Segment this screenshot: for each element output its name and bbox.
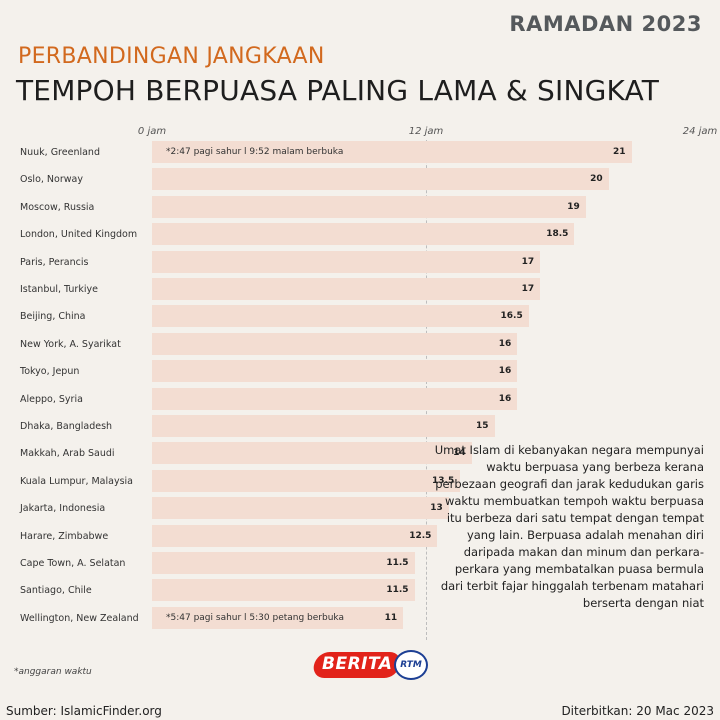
bar <box>152 524 438 547</box>
category-label: Aleppo, Syria <box>20 393 83 405</box>
bar-value-label: 11.5 <box>386 558 409 568</box>
rtm-badge-icon: RTM <box>394 650 428 680</box>
bar <box>152 223 575 246</box>
bar <box>152 332 518 355</box>
kicker-title: PERBANDINGAN JANGKAAN <box>18 44 325 69</box>
bar-annotation: *2:47 pagi sahur l 9:52 malam berbuka <box>166 147 344 157</box>
bar <box>152 305 529 328</box>
bar-value-label: 11 <box>384 612 398 623</box>
category-label: Cape Town, A. Selatan <box>20 558 126 569</box>
bar <box>152 552 415 574</box>
bar-value-label: 19 <box>567 201 580 212</box>
category-label: Santiago, Chile <box>20 585 92 597</box>
x-tick-label: 24 jam <box>682 126 718 137</box>
category-label: Paris, Perancis <box>20 256 89 268</box>
category-label: Makkah, Arab Saudi <box>20 448 115 460</box>
bar-value-label: 14 <box>453 448 466 459</box>
bar-value-label: 13.5 <box>432 475 455 486</box>
category-label: New York, A. Syarikat <box>20 338 121 350</box>
category-label: Nuuk, Greenland <box>20 147 100 158</box>
bar <box>152 278 541 300</box>
x-tick-label: 12 jam <box>408 126 444 137</box>
bar-value-label: 13 <box>430 503 443 514</box>
berita-rtm-logo: BERITA RTM <box>311 650 432 680</box>
rtm-badge-text: RTM <box>400 660 422 670</box>
bar <box>152 497 449 520</box>
bar <box>152 579 415 602</box>
bar <box>152 606 404 629</box>
bar-value-label: 21 <box>612 147 626 157</box>
logo-text: BERITA <box>322 654 393 674</box>
bar-value-label: 17 <box>521 256 535 267</box>
category-label: Kuala Lumpur, Malaysia <box>20 475 133 487</box>
bar-value-label: 15 <box>475 421 489 431</box>
bar <box>152 195 586 218</box>
category-label: Harare, Zimbabwe <box>20 530 109 542</box>
category-label: Wellington, New Zealand <box>20 612 139 624</box>
bar-value-label: 16 <box>498 393 512 404</box>
description-paragraph: Umat Islam di kebanyakan negara mempunya… <box>434 443 704 610</box>
bar <box>152 387 518 410</box>
bar-annotation: *5:47 pagi sahur l 5:30 petang berbuka <box>166 612 344 623</box>
headline: TEMPOH BERPUASA PALING LAMA & SINGKAT <box>16 74 660 107</box>
category-label: Dhaka, Bangladesh <box>20 421 113 432</box>
category-label: Jakarta, Indonesia <box>20 503 106 515</box>
bar <box>152 141 632 163</box>
edition-title: RAMADAN 2023 <box>509 12 702 36</box>
category-label: Oslo, Norway <box>20 174 83 186</box>
published-date: Diterbitkan: 20 Mac 2023 <box>561 704 714 718</box>
bar <box>152 360 518 383</box>
bar <box>152 469 461 492</box>
x-tick-label: 0 jam <box>137 126 167 137</box>
bar <box>152 415 495 437</box>
category-label: Tokyo, Jepun <box>20 366 80 378</box>
bar-value-label: 16 <box>498 338 512 349</box>
estimate-footnote: *anggaran waktu <box>14 667 92 677</box>
category-label: Istanbul, Turkiye <box>20 284 98 295</box>
category-label: London, United Kingdom <box>20 229 138 241</box>
bar-value-label: 18.5 <box>546 229 569 240</box>
bar-value-label: 12.5 <box>409 530 432 541</box>
bar-value-label: 16.5 <box>500 311 523 322</box>
source-text: Sumber: IslamicFinder.org <box>6 704 162 718</box>
bar-value-label: 11.5 <box>386 585 409 596</box>
bar <box>152 168 609 191</box>
bar-value-label: 20 <box>590 174 603 185</box>
category-label: Beijing, China <box>20 311 86 323</box>
bar-value-label: 17 <box>521 284 535 294</box>
bar <box>152 250 541 273</box>
bar-value-label: 16 <box>498 366 512 377</box>
category-label: Moscow, Russia <box>20 201 95 213</box>
bar <box>152 442 472 465</box>
